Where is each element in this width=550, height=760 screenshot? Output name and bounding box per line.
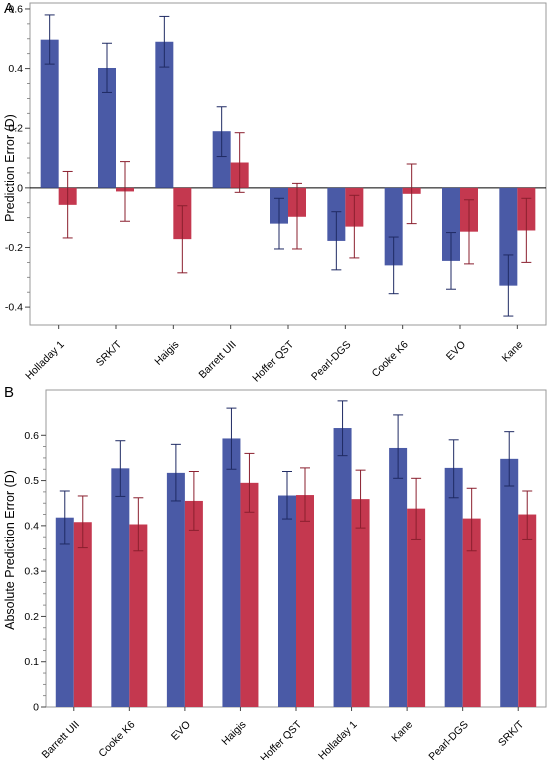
panel-b-bar-series2 <box>129 524 148 707</box>
panel-b-y-tick-label: 0.3 <box>24 566 39 578</box>
panel-a-category-label: SRK/T <box>94 338 125 369</box>
panel-b-y-tick-label: 0.2 <box>24 611 39 623</box>
panel-b-bar-series2 <box>73 522 92 707</box>
panel-a-category-label: Haigis <box>152 339 181 368</box>
panel-b-y-tick-label: 0 <box>33 702 39 714</box>
panel-a-y-tick-label: -0.2 <box>5 242 23 254</box>
panel-b-y-axis-label: Absolute Prediction Error (D) <box>3 470 17 630</box>
panel-b-bar-series2 <box>351 499 370 707</box>
panel-a-bar-series1 <box>212 131 231 188</box>
panel-b-bar-series1 <box>278 495 296 707</box>
panel-b-category-label: Barrett UII <box>40 719 82 760</box>
panel-a-bar-series1 <box>155 41 174 188</box>
panel-a-bar-series1 <box>442 187 460 261</box>
panel-b-bar-series2 <box>296 495 314 707</box>
panel-b-y-tick-label: 0.5 <box>24 475 39 487</box>
panel-a-chart: A Prediction Error (D) -0.4 -0.2 0 0.2 0.4 0.… <box>3 0 547 385</box>
panel-b-bar-series1 <box>222 438 241 707</box>
panel-b-letter: B <box>4 384 14 401</box>
panel-b-bar-series2 <box>240 482 259 707</box>
panel-b-category-label: Holladay 1 <box>316 719 360 760</box>
panel-b-bar-series1 <box>500 458 519 707</box>
panel-b-category-label: Haigis <box>219 719 248 748</box>
panel-b-category-label: Hoffer QST <box>258 718 304 760</box>
panel-a-bar-series1 <box>98 67 116 188</box>
panel-b-bar-series2 <box>462 518 481 707</box>
panel-a-letter: A <box>4 0 14 17</box>
panel-b-y-tick-label: 0.4 <box>24 520 39 532</box>
panel-b-bar-series1 <box>55 517 74 707</box>
panel-b-bar-series1 <box>389 447 408 707</box>
panel-b-bar-series2 <box>518 514 537 707</box>
panel-b-category-label: SRK/T <box>496 718 527 749</box>
panel-b-bar-series1 <box>111 468 130 707</box>
panel-b-bar-series1 <box>444 467 463 707</box>
panel-b-chart: B Absolute Prediction Error (D) 0 0.1 0.2 0… <box>3 384 547 760</box>
panel-b-bar-series2 <box>184 500 203 707</box>
panel-a-bar-series1 <box>499 187 518 286</box>
panel-a-category-label: Kane <box>500 339 526 365</box>
panel-a-y-tick-label: 0 <box>17 182 23 194</box>
panel-a-bar-series1 <box>40 39 59 188</box>
panel-a-category-label: Holladay 1 <box>23 339 67 383</box>
panel-b-category-label: Pearl-DGS <box>426 719 470 760</box>
panel-a-bar-series1 <box>384 187 403 266</box>
panel-a-category-label: EVO <box>444 339 468 363</box>
panel-a-category-label: Cooke K6 <box>370 339 411 380</box>
panel-a-y-tick-label: 0.6 <box>8 3 23 15</box>
panel-a-y-tick-label: 0.4 <box>8 63 23 75</box>
panel-b-y-tick-label: 0.6 <box>24 430 39 442</box>
panel-b-category-label: Cooke K6 <box>96 719 137 760</box>
panel-a-category-label: Hoffer QST <box>250 338 296 384</box>
panel-b-bar-series1 <box>166 472 185 707</box>
panel-a-y-tick-label: 0.2 <box>8 123 23 135</box>
panel-b-bar-series1 <box>333 428 352 707</box>
panel-a-y-tick-label: -0.4 <box>5 302 23 314</box>
panel-b-category-label: Kane <box>389 719 415 745</box>
panel-a-category-label: Barrett UII <box>196 339 238 381</box>
panel-b-bar-series2 <box>407 508 426 707</box>
panel-b-category-label: EVO <box>169 719 193 743</box>
panel-a-category-label: Pearl-DGS <box>309 339 353 383</box>
panel-b-y-tick-label: 0.1 <box>24 656 39 668</box>
panel-a-y-axis-label: Prediction Error (D) <box>3 114 17 222</box>
